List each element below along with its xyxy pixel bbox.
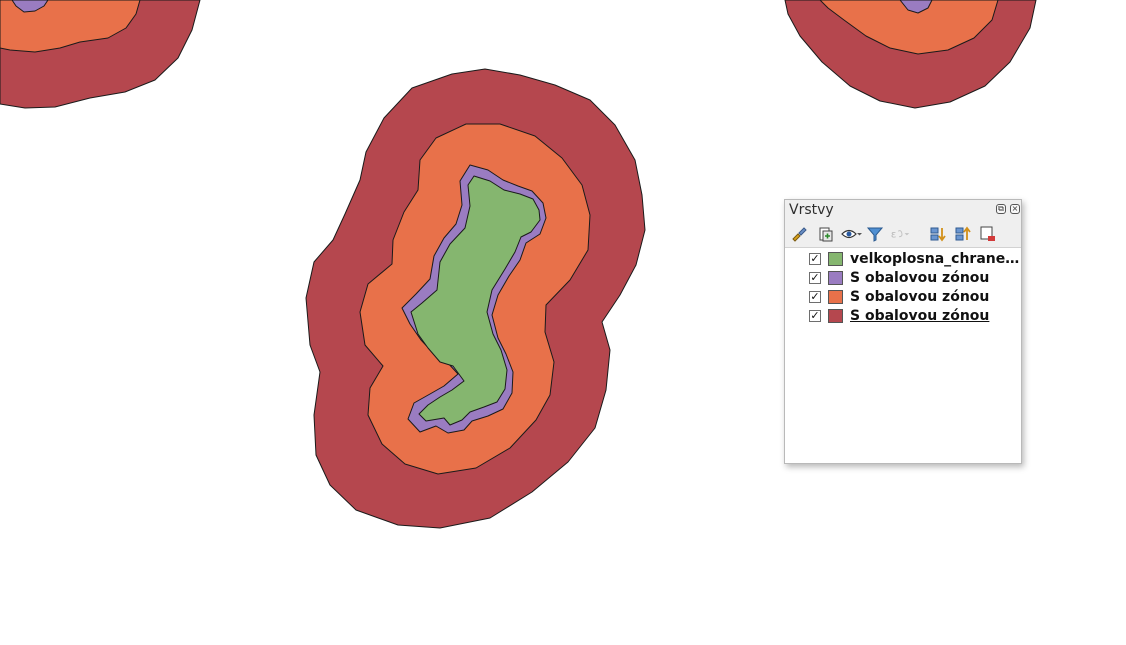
map-feature-top-left [0,0,201,109]
layer-list: ✓ velkoplosna_chranen... ✓ S obalovou zó… [785,248,1021,326]
layers-panel: Vrstvy ⧉ × ε ✓ velk [784,199,1022,464]
layer-name: S obalovou zónou [850,308,990,324]
layer-symbol-swatch [828,252,843,266]
filter-icon[interactable] [864,224,886,244]
remove-layer-icon[interactable] [977,224,999,244]
layer-row[interactable]: ✓ S obalovou zónou [785,288,1021,307]
buffer-ring-inner [899,0,933,14]
expand-all-icon[interactable] [927,224,949,244]
style-brush-icon[interactable] [788,224,810,244]
layer-name: S obalovou zónou [850,289,990,305]
svg-text:ε: ε [891,230,896,241]
layer-row[interactable]: ✓ S obalovou zónou [785,269,1021,288]
panel-title: Vrstvy [789,202,834,218]
expression-filter-icon[interactable]: ε [889,224,911,244]
protected-area-core [410,175,541,426]
map-feature-central [305,68,646,529]
visibility-eye-icon[interactable] [840,224,862,244]
layer-symbol-swatch [828,290,843,304]
float-icon[interactable]: ⧉ [996,204,1006,214]
layer-name: velkoplosna_chranen... [850,251,1020,267]
layer-visibility-checkbox[interactable]: ✓ [809,309,821,322]
close-icon[interactable]: × [1010,204,1020,214]
layer-visibility-checkbox[interactable]: ✓ [809,290,821,303]
buffer-ring-inner [11,0,49,13]
buffer-ring-middle [0,0,141,53]
layer-row[interactable]: ✓ S obalovou zónou [785,307,1021,326]
layer-symbol-swatch [828,309,843,323]
layers-toolbar: ε [785,221,1021,248]
panel-titlebar[interactable]: Vrstvy ⧉ × [785,200,1021,221]
layer-row[interactable]: ✓ velkoplosna_chranen... [785,250,1021,269]
buffer-ring-middle [819,0,999,55]
map-feature-top-right [784,0,1037,109]
layer-visibility-checkbox[interactable]: ✓ [809,271,821,284]
layer-name: S obalovou zónou [850,270,990,286]
layer-visibility-checkbox[interactable]: ✓ [809,252,821,265]
collapse-all-icon[interactable] [952,224,974,244]
layer-symbol-swatch [828,271,843,285]
add-group-icon[interactable] [814,224,836,244]
